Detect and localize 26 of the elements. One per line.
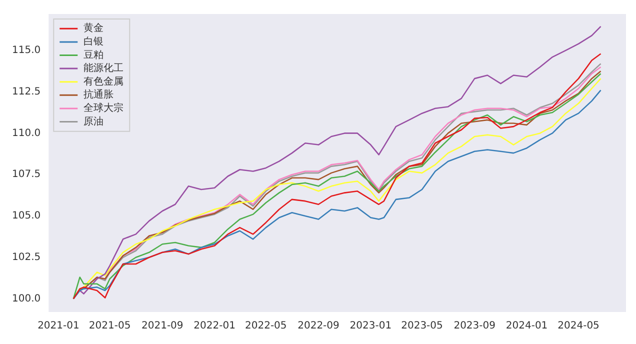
y-tick-label: 110.0 xyxy=(12,128,41,139)
legend-label: 抗通胀 xyxy=(84,88,114,101)
x-tick-label: 2021-05 xyxy=(88,320,131,332)
x-tick-label: 2024-05 xyxy=(558,320,600,332)
y-tick-label: 115.0 xyxy=(12,45,41,56)
x-tick-label: 2023-05 xyxy=(401,320,443,332)
y-tick-label: 102.5 xyxy=(12,252,41,263)
x-tick-label: 2021-01 xyxy=(38,320,80,332)
legend-label: 白银 xyxy=(84,36,104,48)
x-tick-label: 2021-09 xyxy=(141,320,184,332)
x-tick-label: 2023-01 xyxy=(350,320,392,332)
y-tick-label: 107.5 xyxy=(12,169,41,180)
y-tick-label: 100.0 xyxy=(12,293,41,304)
legend-label: 豆粕 xyxy=(84,50,104,61)
x-tick-label: 2022-01 xyxy=(194,320,236,332)
x-tick-label: 2022-05 xyxy=(244,320,287,332)
legend-label: 有色金属 xyxy=(84,75,124,88)
x-tick-label: 2024-01 xyxy=(506,320,548,332)
legend-label: 原油 xyxy=(84,115,104,128)
legend-label: 黄金 xyxy=(84,22,104,34)
legend-label: 能源化工 xyxy=(84,62,124,74)
y-tick-label: 105.0 xyxy=(12,210,41,222)
x-tick-label: 2022-09 xyxy=(298,320,340,332)
y-tick-label: 112.5 xyxy=(12,86,41,98)
x-tick-label: 2023-09 xyxy=(454,320,496,332)
legend-label: 全球大宗 xyxy=(84,102,124,114)
